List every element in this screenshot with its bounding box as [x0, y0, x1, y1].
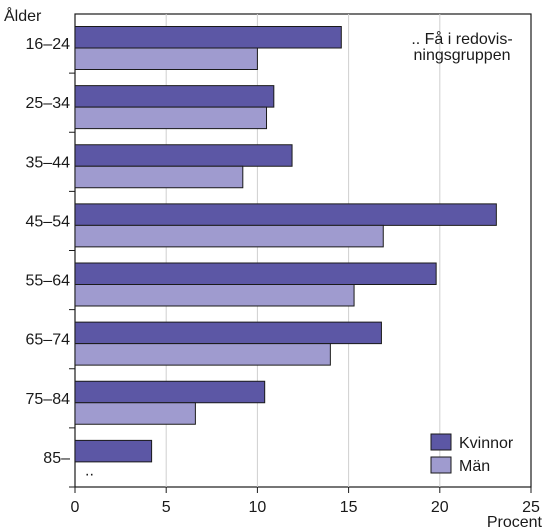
bar-kvinnor-75-84 — [74, 380, 266, 404]
bar-man-65-74 — [74, 343, 331, 366]
bar-kvinnor-35-44 — [74, 144, 293, 167]
category-label: 25–34 — [26, 95, 71, 112]
x-ticks: 0 5 10 15 20 25 — [71, 487, 540, 516]
bar-kvinnor-55-64 — [74, 262, 437, 285]
category-labels: 16–24 25–34 35–44 45–54 55–64 65–74 75–84 85– — [26, 36, 75, 488]
category-label: 85– — [43, 450, 70, 467]
bars — [74, 26, 497, 463]
legend: Kvinnor Män — [430, 433, 514, 475]
annotation: .. Få i redovis-ningsgruppen — [411, 30, 512, 64]
bar-kvinnor-45-54 — [74, 203, 497, 226]
missing-value-label: .. — [85, 463, 94, 480]
x-tick-label: 5 — [162, 499, 171, 516]
bar-man-16-24 — [74, 47, 258, 70]
x-tick-label: 25 — [522, 499, 540, 516]
x-tick-label: 0 — [71, 499, 80, 516]
x-tick-label: 20 — [431, 499, 449, 516]
category-label: 65–74 — [26, 332, 71, 349]
legend-swatch-man — [430, 456, 452, 474]
bar-kvinnor-65-74 — [74, 321, 382, 345]
bar-kvinnor-16-24 — [74, 26, 342, 49]
value-labels: .. — [85, 463, 94, 480]
bar-man-25-34 — [74, 106, 268, 130]
legend-label-kvinnor: Kvinnor — [459, 435, 514, 452]
bar-man-35-44 — [74, 165, 244, 189]
x-axis-label: Procent — [487, 514, 543, 531]
category-label: 75–84 — [26, 391, 71, 408]
legend-swatch-kvinnor — [430, 433, 452, 451]
bar-man-75-84 — [74, 402, 196, 425]
category-label: 16–24 — [26, 36, 71, 53]
x-tick-label: 10 — [249, 499, 267, 516]
y-axis-label: Ålder — [4, 6, 42, 25]
bar-man-55-64 — [74, 284, 355, 307]
legend-label-man: Män — [459, 458, 490, 475]
x-tick-label: 15 — [340, 499, 358, 516]
category-label: 45–54 — [26, 213, 71, 230]
bar-kvinnor-85 — [74, 439, 153, 463]
category-label: 35–44 — [26, 154, 71, 171]
bar-kvinnor-25-34 — [74, 85, 275, 108]
bar-man-45-54 — [74, 224, 384, 248]
category-label: 55–64 — [26, 273, 71, 290]
